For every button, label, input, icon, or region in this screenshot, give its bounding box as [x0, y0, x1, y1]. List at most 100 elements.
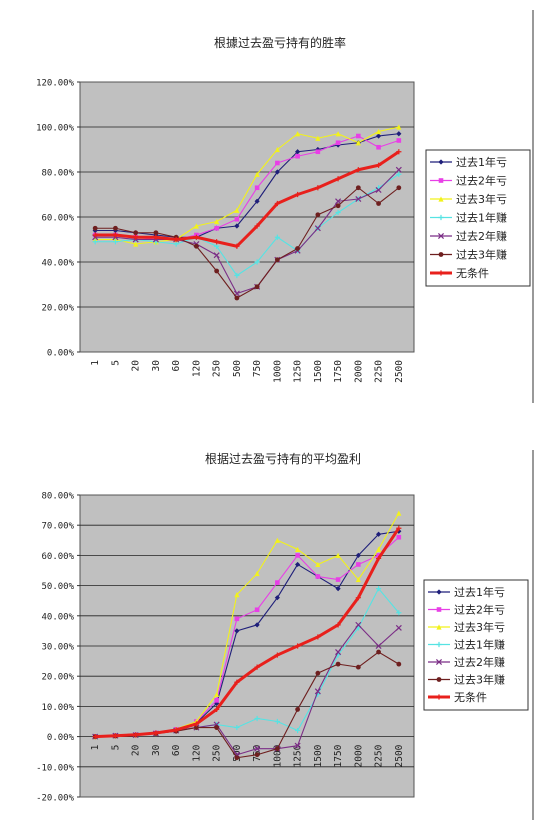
data-point [295, 727, 301, 734]
data-point [396, 610, 402, 616]
data-point [254, 622, 260, 628]
data-point [234, 724, 240, 731]
data-point [234, 679, 240, 685]
data-point [396, 138, 402, 143]
data-point [315, 670, 321, 676]
x-tick-label: 2250 [374, 360, 385, 383]
legend-label: 过去2年赚 [454, 655, 505, 669]
data-point [133, 230, 139, 236]
data-point [234, 628, 240, 634]
data-point [355, 621, 362, 628]
data-point [133, 732, 139, 738]
data-point [234, 755, 240, 761]
y-tick-label: -10.00% [36, 763, 75, 773]
x-tick-label: 30 [151, 360, 162, 372]
y-tick-label: 20.00% [41, 673, 74, 683]
series-line [95, 527, 401, 739]
data-point [173, 727, 179, 733]
data-point [335, 649, 342, 656]
chart-1-grid [80, 126, 414, 308]
data-point [315, 574, 321, 579]
data-point [335, 552, 341, 558]
x-tick-label: 120 [191, 744, 202, 761]
data-point [355, 552, 361, 558]
data-point [112, 232, 119, 238]
y-tick-label: 0.00% [47, 349, 75, 359]
data-point [133, 241, 139, 247]
data-point [193, 721, 199, 727]
data-point [234, 243, 240, 249]
data-point [92, 232, 98, 238]
data-point [274, 746, 280, 752]
legend-label: 过去3年赚 [456, 248, 507, 262]
legend-label: 过去1年亏 [454, 585, 505, 599]
y-tick-label: 100.00% [36, 124, 75, 134]
data-point [214, 225, 219, 231]
data-point [315, 212, 321, 218]
y-tick-label: 80.00% [41, 492, 74, 502]
legend-label: 过去1年亏 [456, 155, 507, 169]
y-tick-label: 20.00% [41, 304, 74, 314]
x-tick-label: 120 [191, 360, 202, 377]
legend-label: 过去3年亏 [456, 192, 507, 206]
data-point [315, 135, 321, 141]
data-point [396, 661, 402, 667]
data-point [335, 140, 341, 146]
data-point [356, 133, 361, 139]
chart-2: 根据过去盈亏持有的平均盈利 80.00%70.00%60.00%50.00%40… [36, 451, 529, 804]
legend-label: 过去2年亏 [456, 174, 507, 188]
x-tick-label: 1 [90, 360, 101, 366]
data-point [295, 153, 300, 159]
x-tick-label: 250 [212, 744, 223, 761]
data-point [295, 246, 301, 251]
y-tick-label: 60.00% [41, 214, 74, 224]
data-point [375, 555, 382, 562]
x-tick-label: 250 [212, 360, 223, 377]
data-point [274, 200, 280, 207]
data-point [375, 586, 382, 592]
data-point [295, 643, 301, 649]
data-point [295, 546, 301, 552]
x-tick-label: 5 [110, 360, 121, 366]
legend-marker [438, 196, 444, 202]
data-point [295, 131, 301, 137]
x-tick-label: 5 [110, 745, 121, 751]
legend-label: 过去2年赚 [456, 229, 507, 243]
series-line [95, 187, 400, 299]
x-tick-label: 2000 [353, 360, 364, 383]
y-tick-label: 60.00% [41, 552, 74, 562]
data-point [214, 268, 220, 274]
data-point [375, 642, 382, 650]
x-tick-label: 1 [90, 744, 101, 750]
legend-marker [437, 232, 445, 240]
data-point [274, 146, 280, 153]
data-point [396, 525, 402, 531]
data-point [315, 561, 321, 568]
series-line [95, 126, 399, 245]
data-point [356, 562, 361, 567]
data-point [355, 576, 361, 583]
data-point [274, 537, 280, 543]
data-point [234, 272, 240, 279]
data-point [254, 185, 260, 191]
data-point [275, 580, 280, 585]
data-point [92, 734, 98, 740]
x-tick-label: 60 [171, 360, 182, 372]
legend-marker [438, 159, 444, 165]
data-point [315, 185, 321, 191]
data-point [375, 531, 382, 537]
data-point [335, 577, 341, 582]
data-point [214, 243, 220, 249]
data-point [214, 218, 220, 225]
data-point [193, 725, 199, 730]
x-tick-label: 20 [131, 360, 142, 372]
legend-marker [438, 214, 444, 221]
data-point [315, 149, 321, 155]
x-tick-label: 1250 [293, 360, 304, 383]
y-tick-label: 50.00% [41, 582, 74, 592]
data-point [112, 733, 119, 739]
data-point [193, 243, 199, 249]
x-tick-label: 500 [232, 744, 243, 761]
y-tick-label: 0.00% [47, 733, 75, 743]
